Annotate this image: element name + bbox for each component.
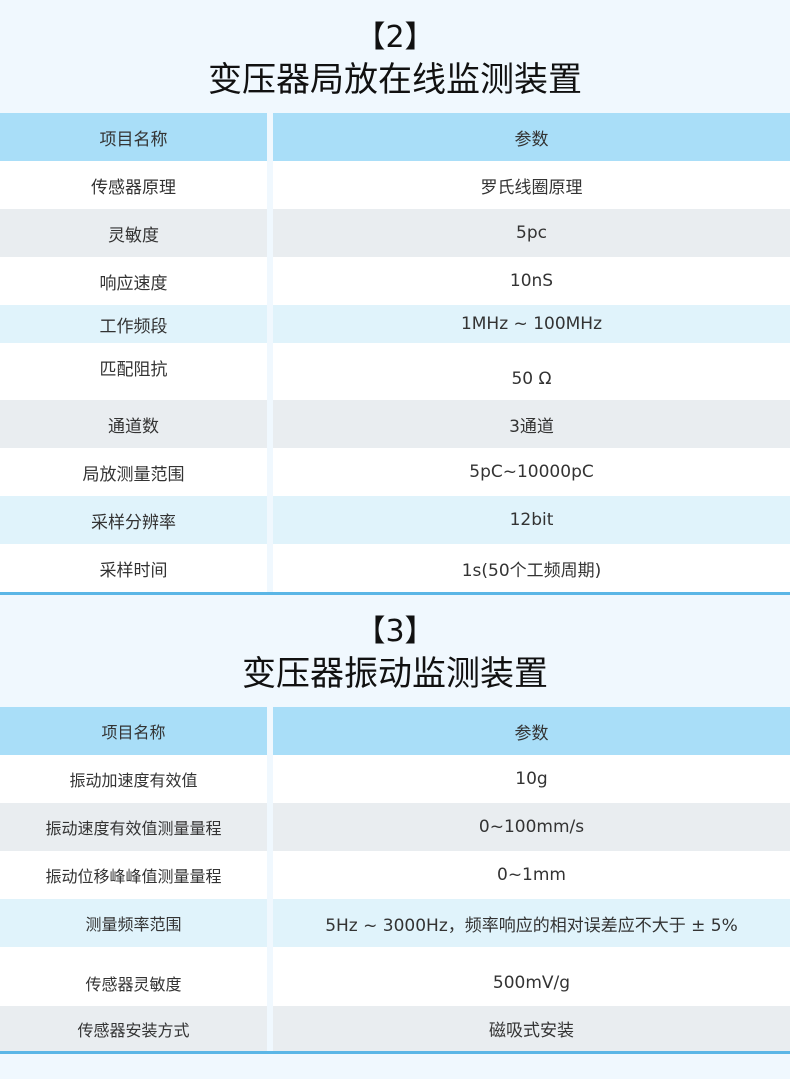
table-row: 采样时间 1s(50个工频周期) <box>0 544 790 592</box>
section-number: 【2】 <box>355 20 435 55</box>
cell-item-name: 传感器安装方式 <box>0 1006 267 1051</box>
table-row: 振动加速度有效值 10g <box>0 755 790 803</box>
cell-parameter: 参数 <box>273 707 790 755</box>
table-row: 传感器原理 罗氏线圈原理 <box>0 161 790 209</box>
cell-parameter: 磁吸式安装 <box>273 1006 790 1051</box>
table-row: 传感器灵敏度 500mV/g <box>0 947 790 1006</box>
table-row: 测量频率范围 5Hz ~ 3000Hz，频率响应的相对误差应不大于 ± 5% <box>0 899 790 947</box>
table-header: 项目名称 参数 <box>0 113 790 161</box>
cell-parameter: 10g <box>273 755 790 803</box>
cell-parameter: 12bit <box>273 496 790 544</box>
table-row: 振动位移峰峰值测量量程 0~1mm <box>0 851 790 899</box>
spec-table-vibration: 项目名称 参数 振动加速度有效值 10g 振动速度有效值测量量程 0~100mm/s 振动位… <box>0 707 790 1054</box>
cell-item-name: 工作频段 <box>0 305 267 343</box>
cell-item-name: 传感器原理 <box>0 161 267 209</box>
cell-item-name: 测量频率范围 <box>0 899 267 947</box>
cell-parameter: 1MHz ~ 100MHz <box>273 305 790 343</box>
cell-item-name: 振动速度有效值测量量程 <box>0 803 267 851</box>
cell-item-name: 振动位移峰峰值测量量程 <box>0 851 267 899</box>
cell-parameter: 50 Ω <box>273 343 790 400</box>
table-row: 灵敏度 5pc <box>0 209 790 257</box>
cell-item-name: 采样时间 <box>0 544 267 592</box>
cell-item-name: 振动加速度有效值 <box>0 755 267 803</box>
cell-parameter: 5Hz ~ 3000Hz，频率响应的相对误差应不大于 ± 5% <box>273 899 790 947</box>
section-2-heading: 【2】 变压器局放在线监测装置 <box>0 18 790 102</box>
table-header: 项目名称 参数 <box>0 707 790 755</box>
table-row: 匹配阻抗 50 Ω <box>0 343 790 400</box>
spec-table-partial-discharge: 项目名称 参数 传感器原理 罗氏线圈原理 灵敏度 5pc 响应速度 10nS 工作频段 1MHz … <box>0 113 790 595</box>
cell-parameter: 500mV/g <box>273 947 790 1006</box>
cell-parameter: 参数 <box>273 113 790 161</box>
table-row: 采样分辨率 12bit <box>0 496 790 544</box>
table-row: 工作频段 1MHz ~ 100MHz <box>0 305 790 343</box>
cell-item-name: 传感器灵敏度 <box>0 947 267 1006</box>
cell-item-name: 匹配阻抗 <box>0 343 267 400</box>
cell-item-name: 采样分辨率 <box>0 496 267 544</box>
cell-parameter: 10nS <box>273 257 790 305</box>
cell-item-name: 局放测量范围 <box>0 448 267 496</box>
table-bottom-divider <box>0 1051 790 1054</box>
cell-parameter: 5pC~10000pC <box>273 448 790 496</box>
cell-parameter: 罗氏线圈原理 <box>273 161 790 209</box>
cell-parameter: 3通道 <box>273 400 790 448</box>
cell-item-name: 灵敏度 <box>0 209 267 257</box>
table-row: 传感器安装方式 磁吸式安装 <box>0 1006 790 1051</box>
section-number: 【3】 <box>355 614 435 649</box>
table-row: 局放测量范围 5pC~10000pC <box>0 448 790 496</box>
section-title: 变压器振动监测装置 <box>242 654 548 694</box>
cell-parameter: 1s(50个工频周期) <box>273 544 790 592</box>
cell-parameter: 5pc <box>273 209 790 257</box>
cell-parameter: 0~100mm/s <box>273 803 790 851</box>
section-3-heading: 【3】 变压器振动监测装置 <box>0 612 790 696</box>
cell-item-name: 响应速度 <box>0 257 267 305</box>
cell-item-name: 项目名称 <box>0 707 267 755</box>
section-title: 变压器局放在线监测装置 <box>208 60 582 100</box>
cell-item-name: 通道数 <box>0 400 267 448</box>
cell-item-name: 项目名称 <box>0 113 267 161</box>
table-row: 响应速度 10nS <box>0 257 790 305</box>
cell-parameter: 0~1mm <box>273 851 790 899</box>
table-bottom-divider <box>0 592 790 595</box>
table-row: 通道数 3通道 <box>0 400 790 448</box>
table-row: 振动速度有效值测量量程 0~100mm/s <box>0 803 790 851</box>
